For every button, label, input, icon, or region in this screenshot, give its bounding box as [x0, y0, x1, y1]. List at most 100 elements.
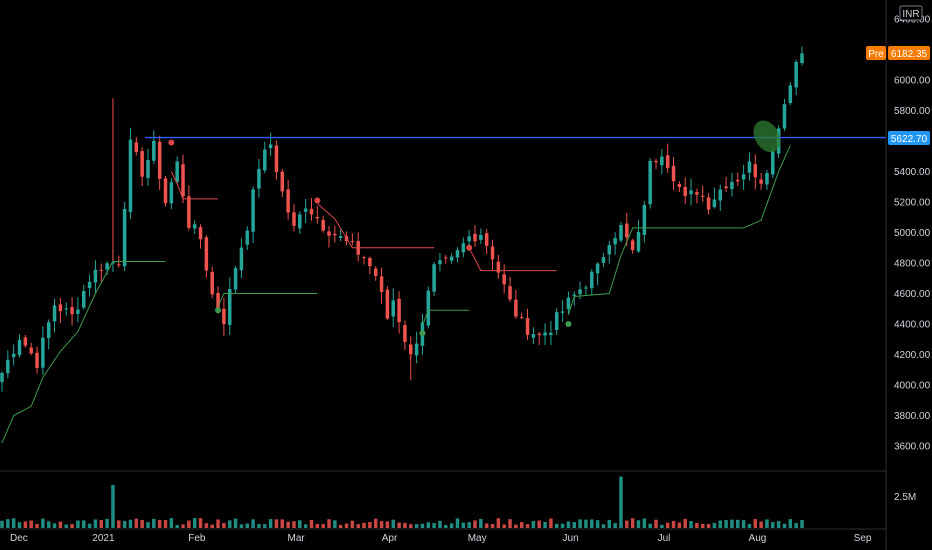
- price-axis[interactable]: 3600.00 3800.00 4000.00 4200.00 4400.00 4600.…: [894, 15, 931, 453]
- time-axis[interactable]: Dec 2021 Feb Mar Apr May Jun Jul Aug Sep: [10, 533, 872, 544]
- volume-bar: [175, 524, 179, 528]
- currency-badge-label: INR: [902, 9, 919, 20]
- volume-bar: [303, 524, 308, 528]
- volume-bar: [298, 520, 302, 528]
- volume-bar: [99, 520, 104, 528]
- candle: [403, 320, 407, 350]
- volume-bar: [414, 524, 419, 528]
- volume-bar: [268, 519, 273, 528]
- price-tick-label: 4000.00: [894, 381, 931, 392]
- volume-bar: [373, 518, 378, 528]
- volume-bar: [117, 520, 121, 528]
- candle: [414, 331, 419, 364]
- volume-bar: [578, 519, 582, 528]
- candle: [712, 187, 717, 209]
- candle: [537, 332, 541, 345]
- candle: [58, 297, 63, 324]
- volume-bar: [444, 524, 448, 528]
- volume-bar: [227, 520, 232, 528]
- candle: [303, 198, 308, 224]
- pre-market-tag: Pre 6182.35: [866, 46, 930, 60]
- candle: [280, 168, 285, 198]
- candle: [473, 225, 477, 247]
- volume-bar: [58, 521, 63, 528]
- candle: [93, 260, 98, 293]
- candle: [514, 290, 518, 319]
- volume-bar: [397, 522, 401, 528]
- candle: [274, 140, 279, 180]
- volume-bar: [76, 520, 80, 528]
- volume-bar: [496, 518, 501, 528]
- price-tick-label: 4800.00: [894, 259, 931, 270]
- trailing-stop-segment: [170, 171, 219, 200]
- volume-bar: [671, 520, 676, 528]
- volume-bar: [724, 520, 728, 528]
- volume-bar: [519, 522, 524, 528]
- time-tick-label: Aug: [749, 533, 767, 544]
- volume-bar: [712, 522, 717, 528]
- horizontal-line-price-tag: 5622.70: [888, 131, 930, 145]
- candle: [309, 198, 314, 221]
- candle: [584, 284, 588, 295]
- volume-bar: [753, 519, 758, 528]
- volume-bar: [660, 524, 664, 528]
- candle: [227, 277, 232, 335]
- volume-bar: [490, 523, 495, 528]
- candle: [257, 159, 261, 198]
- volume-axis-label: 2.5M: [894, 492, 916, 503]
- candle: [502, 264, 506, 294]
- candle: [619, 222, 623, 243]
- candle: [730, 172, 734, 197]
- candle: [654, 158, 658, 170]
- time-tick-label: Feb: [188, 533, 206, 544]
- trailing-stop-segment: [1, 261, 166, 444]
- candle: [362, 255, 366, 265]
- candle: [689, 178, 693, 206]
- candle: [181, 154, 185, 204]
- price-tick-label: 5800.00: [894, 106, 931, 117]
- volume-bar: [455, 518, 460, 528]
- candle: [373, 266, 378, 281]
- candle: [204, 235, 209, 278]
- volume-bar: [152, 518, 156, 528]
- volume-bar: [537, 520, 541, 528]
- candle: [800, 46, 804, 66]
- candle: [455, 247, 460, 263]
- pre-market-price: 6182.35: [891, 49, 928, 60]
- candle: [771, 147, 775, 178]
- volume-bar: [776, 521, 781, 528]
- volume-bar: [449, 523, 454, 528]
- volume-bar: [420, 523, 425, 528]
- volume-bar: [245, 523, 250, 528]
- candle: [0, 371, 4, 392]
- breakout-ellipse[interactable]: [748, 116, 786, 157]
- volume-bar: [368, 521, 372, 528]
- volume-bar: [140, 519, 144, 528]
- volume-bar: [187, 520, 191, 528]
- volume-bar: [613, 523, 617, 528]
- time-tick-label: Sep: [854, 533, 872, 544]
- volume-bar: [6, 519, 10, 528]
- volume-bar: [216, 519, 220, 528]
- volume-bar: [642, 518, 647, 528]
- candle: [245, 226, 250, 250]
- candle: [286, 179, 290, 220]
- candle: [122, 201, 127, 272]
- volume-bar: [122, 520, 127, 528]
- volume-bar: [105, 518, 109, 528]
- annotations: [145, 116, 886, 157]
- candle: [169, 178, 174, 210]
- volume-bar: [35, 523, 39, 528]
- volume-bar: [665, 522, 670, 528]
- candle: [146, 148, 150, 186]
- volume-bar: [192, 518, 197, 528]
- candle: [17, 334, 22, 358]
- volume-bar: [356, 524, 360, 528]
- volume-bar: [93, 519, 98, 528]
- volume-bar: [426, 522, 431, 528]
- candle: [531, 327, 536, 344]
- candle: [525, 308, 530, 340]
- volume-bar: [263, 524, 267, 528]
- currency-badge[interactable]: INR: [899, 5, 923, 21]
